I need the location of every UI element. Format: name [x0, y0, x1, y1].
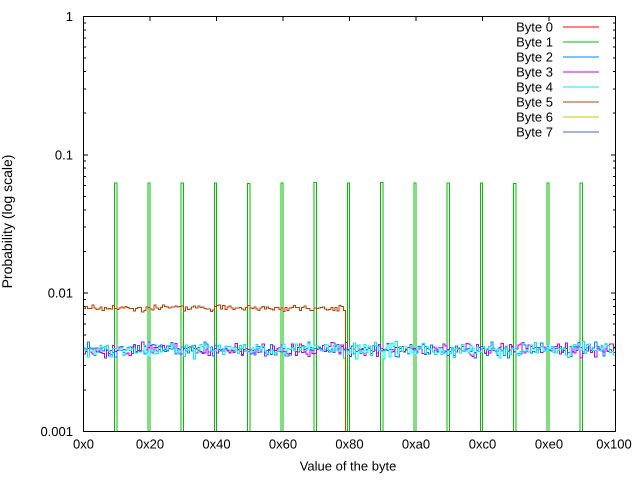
svg-text:0x20: 0x20 [136, 437, 164, 452]
svg-text:0x80: 0x80 [335, 437, 363, 452]
svg-text:Byte 2: Byte 2 [516, 50, 553, 65]
svg-text:0x0: 0x0 [73, 437, 94, 452]
svg-text:Byte 7: Byte 7 [516, 125, 553, 140]
svg-text:0x100: 0x100 [596, 437, 631, 452]
svg-text:0x40: 0x40 [202, 437, 230, 452]
svg-text:Byte 1: Byte 1 [516, 35, 553, 50]
svg-text:Value of the byte: Value of the byte [300, 459, 397, 474]
svg-text:0xc0: 0xc0 [469, 437, 496, 452]
svg-text:0xa0: 0xa0 [402, 437, 430, 452]
svg-text:Byte 0: Byte 0 [516, 20, 553, 35]
svg-text:Probability (log scale): Probability (log scale) [0, 155, 15, 289]
svg-text:Byte 5: Byte 5 [516, 95, 553, 110]
svg-text:0xe0: 0xe0 [535, 437, 563, 452]
svg-text:0x60: 0x60 [269, 437, 297, 452]
svg-text:Byte 6: Byte 6 [516, 110, 553, 125]
svg-text:Byte 4: Byte 4 [516, 80, 553, 95]
svg-text:1: 1 [66, 9, 73, 24]
svg-text:0.01: 0.01 [48, 286, 73, 301]
svg-text:0.1: 0.1 [55, 147, 73, 162]
svg-text:0.001: 0.001 [40, 424, 73, 439]
svg-text:Byte 3: Byte 3 [516, 65, 553, 80]
